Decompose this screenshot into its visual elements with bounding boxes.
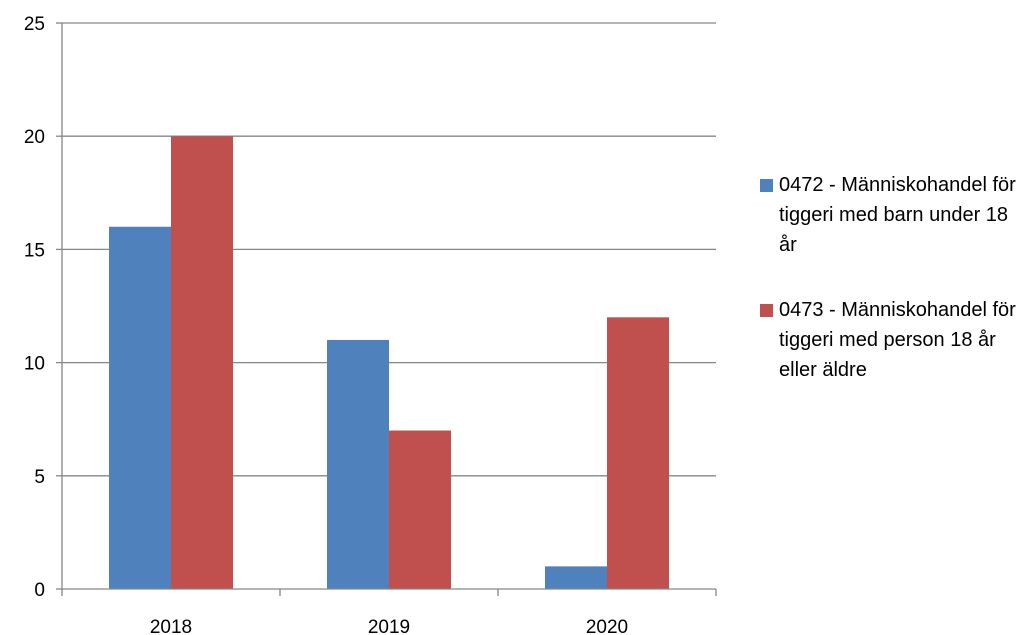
bar-2020-series-2 bbox=[607, 317, 669, 589]
bars bbox=[109, 136, 669, 589]
legend-item-0472: 0472 - Människohandel för tiggeri med ba… bbox=[760, 170, 1018, 260]
axes bbox=[56, 22, 717, 596]
y-tick-label-0: 0 bbox=[34, 580, 45, 601]
y-tick-label-20: 20 bbox=[24, 127, 45, 148]
x-tick-label-2020: 2020 bbox=[586, 617, 628, 635]
x-tick-label-2019: 2019 bbox=[368, 617, 410, 635]
legend-label-0472: 0472 - Människohandel för tiggeri med ba… bbox=[779, 174, 1016, 256]
legend-swatch-0473 bbox=[760, 304, 773, 317]
legend-label-0473: 0473 - Människohandel för tiggeri med pe… bbox=[779, 299, 1016, 381]
y-tick-label-25: 25 bbox=[24, 14, 45, 35]
legend-item-0473: 0473 - Människohandel för tiggeri med pe… bbox=[760, 295, 1018, 385]
y-axis-tick-labels: 0 5 10 15 20 25 bbox=[24, 14, 45, 601]
legend: 0472 - Människohandel för tiggeri med ba… bbox=[760, 170, 1018, 420]
legend-swatch-0472 bbox=[760, 179, 773, 192]
y-tick-label-5: 5 bbox=[34, 467, 45, 488]
y-tick-label-10: 10 bbox=[24, 354, 45, 375]
x-tick-label-2018: 2018 bbox=[150, 617, 192, 635]
bar-2018-series-1 bbox=[109, 226, 171, 589]
y-tick-label-15: 15 bbox=[24, 240, 45, 261]
bar-2019-series-1 bbox=[327, 339, 389, 589]
bar-2018-series-2 bbox=[171, 136, 233, 589]
x-axis-tick-labels: 2018 2019 2020 bbox=[150, 617, 628, 635]
bar-2020-series-1 bbox=[545, 566, 607, 589]
bar-2019-series-2 bbox=[389, 430, 451, 589]
